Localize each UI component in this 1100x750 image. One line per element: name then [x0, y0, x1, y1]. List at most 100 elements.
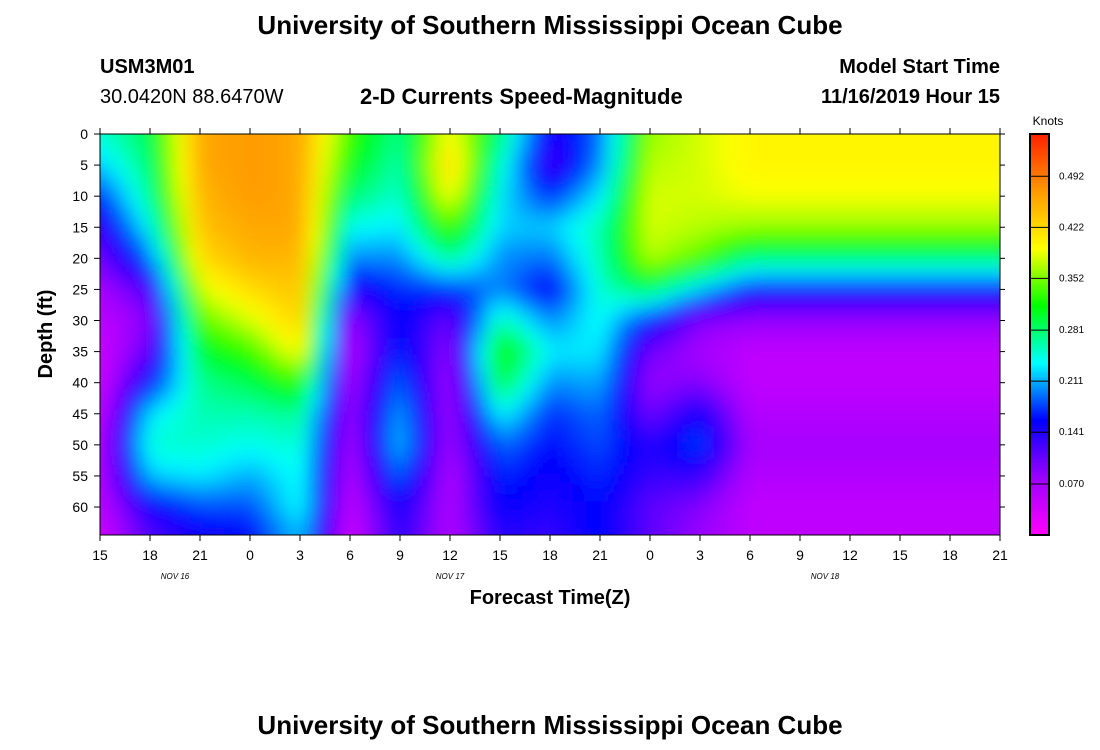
heatmap-cell	[464, 114, 477, 124]
heatmap-cell	[100, 501, 105, 511]
heatmap-cell	[392, 159, 405, 169]
heatmap-cell	[812, 501, 825, 511]
heatmap-cell	[764, 456, 777, 466]
heatmap-cell	[608, 357, 621, 367]
heatmap-cell	[212, 474, 225, 484]
heatmap-cell	[788, 285, 801, 295]
heatmap-cell	[716, 375, 729, 385]
heatmap-cell	[452, 447, 465, 457]
heatmap-cell	[596, 285, 609, 295]
heatmap-cell	[716, 474, 729, 484]
heatmap-cell	[512, 438, 525, 448]
heatmap-cell	[884, 447, 897, 457]
heatmap-cell	[164, 249, 177, 259]
heatmap-cell	[692, 249, 705, 259]
heatmap-cell	[728, 402, 741, 412]
heatmap-cell	[380, 294, 393, 304]
heatmap-cell	[872, 465, 885, 475]
heatmap-cell	[320, 384, 333, 394]
heatmap-cell	[536, 312, 549, 322]
x-tick-label: 0	[646, 547, 654, 563]
heatmap-cell	[356, 231, 369, 241]
heatmap-cell	[380, 429, 393, 439]
heatmap-cell	[764, 339, 777, 349]
heatmap-cell	[224, 393, 237, 403]
heatmap-cell	[692, 114, 705, 124]
heatmap-cell	[776, 393, 789, 403]
heatmap-cell	[836, 114, 849, 124]
heatmap-cell	[140, 258, 153, 268]
heatmap-cell	[368, 438, 381, 448]
heatmap-cell	[752, 492, 765, 502]
heatmap-cell	[344, 195, 357, 205]
heatmap-cell	[236, 312, 249, 322]
heatmap-cell	[596, 303, 609, 313]
heatmap-cell	[224, 510, 237, 520]
heatmap-cell	[944, 402, 957, 412]
heatmap-cell	[320, 528, 333, 535]
heatmap-cell	[812, 150, 825, 160]
heatmap-cell	[404, 375, 417, 385]
heatmap-cell	[164, 321, 177, 331]
heatmap-cell	[392, 231, 405, 241]
heatmap-cell	[548, 510, 561, 520]
heatmap-cell	[776, 141, 789, 151]
heatmap-cell	[728, 195, 741, 205]
heatmap-cell	[704, 537, 717, 547]
heatmap-cell	[176, 303, 189, 313]
heatmap-cell	[1016, 141, 1029, 151]
heatmap-cell	[104, 213, 117, 223]
heatmap-cell	[860, 312, 873, 322]
heatmap-cell	[764, 330, 777, 340]
heatmap-cell	[152, 501, 165, 511]
heatmap-cell	[932, 150, 945, 160]
heatmap-cell	[800, 465, 813, 475]
heatmap-cell	[104, 222, 117, 232]
heatmap-cell	[692, 501, 705, 511]
heatmap-cell	[128, 312, 141, 322]
heatmap-cell	[548, 222, 561, 232]
heatmap-cell	[236, 321, 249, 331]
heatmap-cell	[332, 168, 345, 178]
heatmap-cell	[1004, 177, 1017, 187]
heatmap-cell	[584, 231, 597, 241]
heatmap-cell	[572, 420, 585, 430]
heatmap-cell	[596, 537, 609, 547]
heatmap-cell	[848, 492, 861, 502]
heatmap-cell	[428, 510, 441, 520]
heatmap-cell	[380, 411, 393, 421]
heatmap-cell	[572, 222, 585, 232]
heatmap-cell	[488, 134, 501, 142]
heatmap-cell	[884, 159, 897, 169]
heatmap-cell	[644, 375, 657, 385]
heatmap-cell	[476, 501, 489, 511]
heatmap-cell	[596, 519, 609, 529]
heatmap-cell	[596, 330, 609, 340]
heatmap-cell	[452, 339, 465, 349]
heatmap-cell	[944, 411, 957, 421]
heatmap-cell	[980, 384, 993, 394]
heatmap-cell	[992, 528, 1000, 535]
heatmap-cell	[728, 123, 741, 133]
heatmap-cell	[260, 501, 273, 511]
heatmap-cell	[908, 204, 921, 214]
heatmap-cell	[104, 348, 117, 358]
heatmap-cell	[896, 141, 909, 151]
heatmap-cell	[740, 222, 753, 232]
heatmap-cell	[956, 213, 969, 223]
heatmap-cell	[488, 339, 501, 349]
heatmap-cell	[452, 312, 465, 322]
heatmap-cell	[980, 123, 993, 133]
heatmap-cell	[956, 366, 969, 376]
heatmap-cell	[356, 447, 369, 457]
heatmap-cell	[536, 258, 549, 268]
heatmap-cell	[908, 366, 921, 376]
heatmap-cell	[356, 429, 369, 439]
y-tick-label: 20	[72, 250, 88, 266]
heatmap-cell	[380, 339, 393, 349]
heatmap-cell	[692, 267, 705, 277]
heatmap-cell	[596, 339, 609, 349]
heatmap-cell	[740, 240, 753, 250]
heatmap-cell	[836, 474, 849, 484]
heatmap-cell	[812, 393, 825, 403]
